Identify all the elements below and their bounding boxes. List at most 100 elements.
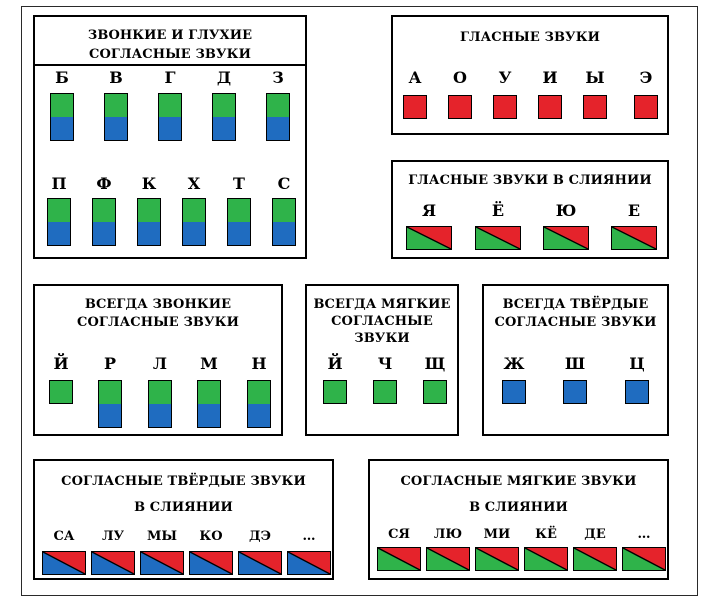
soft-merge-marker <box>406 226 452 250</box>
letter-z: З <box>272 68 284 87</box>
soft-merged-panel: СОГЛАСНЫЕ МЯГКИЕ ЗВУКИ В СЛИЯНИИ СЯ ЛЮ М… <box>368 459 669 580</box>
always-soft-panel: ВСЕГДА МЯГКИЕ СОГЛАСНЫЕ ЗВУКИ Й Ч Щ <box>305 284 459 436</box>
letter-b: Б <box>55 68 69 87</box>
hard-merged-title-line2: В СЛИЯНИИ <box>134 500 233 515</box>
voiced-voiceless-marker <box>158 93 182 141</box>
soft-marker <box>423 380 447 404</box>
voiced-voiceless-marker <box>266 93 290 141</box>
always-soft-title-line1: ВСЕГДА МЯГКИЕ <box>313 297 451 312</box>
hard-marker <box>563 380 587 404</box>
syllable-sa: СА <box>53 529 75 544</box>
voiced-voiceless-title-line1: ЗВОНКИЕ И ГЛУХИЕ <box>87 28 253 43</box>
letter-u: У <box>498 68 512 87</box>
always-soft-title-line2: СОГЛАСНЫЕ <box>331 314 433 329</box>
letter-ye: Е <box>627 201 641 220</box>
voiced-voiceless-marker <box>92 198 116 246</box>
syllable-ellipsis: … <box>302 529 316 544</box>
letter-l: Л <box>152 354 168 373</box>
letter-y: Ы <box>585 68 605 87</box>
vowel-marker <box>403 95 427 119</box>
syllable-mi: МИ <box>483 527 511 542</box>
chart-frame <box>21 6 698 596</box>
voiced-voiceless-marker <box>47 198 71 246</box>
soft-merge-marker <box>377 547 421 571</box>
letter-yo: Ё <box>491 201 505 220</box>
hard-marker <box>502 380 526 404</box>
always-hard-title-line2: СОГЛАСНЫЕ ЗВУКИ <box>494 315 657 330</box>
letter-v: В <box>109 68 123 87</box>
syllable-sya: СЯ <box>388 527 410 542</box>
letter-n: Н <box>251 354 267 373</box>
letter-sh: Ш <box>564 354 586 373</box>
vowels-merged-panel: ГЛАСНЫЕ ЗВУКИ В СЛИЯНИИ Я Ё Ю Е <box>391 160 669 259</box>
syllable-lu: ЛУ <box>101 529 125 544</box>
letter-k: К <box>141 174 157 193</box>
soft-merge-marker <box>622 547 666 571</box>
soft-merged-title-line2: В СЛИЯНИИ <box>469 500 568 515</box>
letter-p: П <box>51 174 67 193</box>
hard-merge-marker <box>189 551 233 575</box>
letter-y-short: Й <box>327 354 343 373</box>
voiced-voiceless-marker <box>197 380 221 428</box>
voiced-voiceless-marker <box>272 198 296 246</box>
voiced-voiceless-marker <box>247 380 271 428</box>
soft-merge-marker <box>524 547 568 571</box>
voiced-voiceless-panel: ЗВОНКИЕ И ГЛУХИЕ СОГЛАСНЫЕ ЗВУКИ Б В Г Д… <box>33 15 307 259</box>
hard-merged-panel: СОГЛАСНЫЕ ТВЁРДЫЕ ЗВУКИ В СЛИЯНИИ СА ЛУ … <box>33 459 334 580</box>
soft-merge-marker <box>426 547 470 571</box>
voiced-voiceless-marker <box>98 380 122 428</box>
letter-ts: Ц <box>629 354 645 373</box>
letter-o: О <box>453 68 467 87</box>
always-soft-title-line3: ЗВУКИ <box>354 331 410 346</box>
always-voiced-panel: ВСЕГДА ЗВОНКИЕ СОГЛАСНЫЕ ЗВУКИ Й Р Л М Н <box>33 284 283 436</box>
letter-t: Т <box>233 174 245 193</box>
always-hard-panel: ВСЕГДА ТВЁРДЫЕ СОГЛАСНЫЕ ЗВУКИ Ж Ш Ц <box>482 284 669 436</box>
letter-s: С <box>277 174 291 193</box>
voiced-marker <box>49 380 73 404</box>
voiced-voiceless-marker <box>212 93 236 141</box>
letter-f: Ф <box>96 174 112 193</box>
voiced-voiceless-marker <box>137 198 161 246</box>
vowel-marker <box>634 95 658 119</box>
soft-merge-marker <box>475 547 519 571</box>
hard-merge-marker <box>140 551 184 575</box>
vowels-merged-title: ГЛАСНЫЕ ЗВУКИ В СЛИЯНИИ <box>408 173 652 188</box>
letter-a: А <box>408 68 422 87</box>
syllable-lyu: ЛЮ <box>433 527 463 542</box>
vowels-panel: ГЛАСНЫЕ ЗВУКИ А О У И Ы Э <box>391 15 669 135</box>
voiced-voiceless-marker <box>148 380 172 428</box>
letter-e: Э <box>639 68 653 87</box>
voiced-voiceless-marker <box>50 93 74 141</box>
soft-merge-marker <box>475 226 521 250</box>
hard-merge-marker <box>238 551 282 575</box>
voiced-voiceless-title-divider <box>35 64 305 66</box>
syllable-kyo: КЁ <box>535 527 557 542</box>
soft-marker <box>323 380 347 404</box>
soft-merged-title-line1: СОГЛАСНЫЕ МЯГКИЕ ЗВУКИ <box>400 474 637 489</box>
hard-merge-marker <box>287 551 331 575</box>
letter-kh: Х <box>187 174 201 193</box>
soft-merge-marker <box>611 226 657 250</box>
voiced-voiceless-marker <box>104 93 128 141</box>
letter-shch: Щ <box>424 354 446 373</box>
voiced-voiceless-marker <box>182 198 206 246</box>
hard-merge-marker <box>91 551 135 575</box>
voiced-voiceless-title-line2: СОГЛАСНЫЕ ЗВУКИ <box>89 47 251 62</box>
letter-zh: Ж <box>503 354 525 373</box>
vowel-marker <box>583 95 607 119</box>
always-hard-title-line1: ВСЕГДА ТВЁРДЫЕ <box>502 297 649 312</box>
syllable-de-soft: ДЕ <box>584 527 606 542</box>
always-voiced-title-line1: ВСЕГДА ЗВОНКИЕ <box>84 297 232 312</box>
vowel-marker <box>538 95 562 119</box>
letter-ya: Я <box>421 201 437 220</box>
letter-d: Д <box>216 68 232 87</box>
always-voiced-title-line2: СОГЛАСНЫЕ ЗВУКИ <box>77 315 239 330</box>
hard-merge-marker <box>42 551 86 575</box>
letter-r: Р <box>103 354 117 373</box>
letter-g: Г <box>164 68 176 87</box>
letter-y-short: Й <box>53 354 69 373</box>
syllable-de: ДЭ <box>249 529 271 544</box>
syllable-ko: КО <box>199 529 223 544</box>
vowel-marker <box>448 95 472 119</box>
syllable-my: МЫ <box>146 529 177 544</box>
